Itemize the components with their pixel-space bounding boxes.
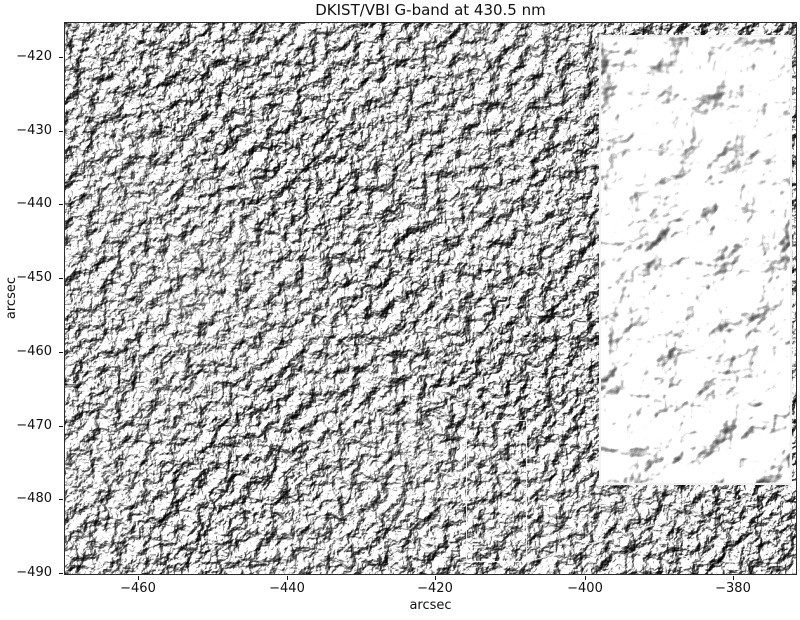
y-tick-mark [59,131,63,132]
plot-title: DKIST/VBI G-band at 430.5 nm [315,1,546,19]
x-tick-label: −380 [715,581,751,596]
y-tick-label: −440 [16,196,52,211]
zoom-inset-image [599,35,792,485]
x-tick-label: −420 [417,581,453,596]
y-tick-label: −480 [16,491,52,506]
y-tick-label: −430 [16,123,52,138]
main-plot-area [64,22,797,575]
x-tick-label: −400 [567,581,603,596]
x-axis-label: arcsec [409,598,452,613]
x-tick-label: −460 [120,581,156,596]
x-tick-mark [435,576,436,580]
y-tick-label: −450 [16,270,52,285]
y-axis-label: arcsec [4,277,19,320]
y-tick-mark [59,57,63,58]
y-tick-label: −460 [16,344,52,359]
y-tick-mark [59,499,63,500]
x-tick-mark [585,576,586,580]
y-tick-mark [59,352,63,353]
y-tick-mark [59,278,63,279]
y-tick-label: −490 [16,565,52,580]
y-tick-mark [59,426,63,427]
x-tick-mark [138,576,139,580]
y-tick-label: −470 [16,418,52,433]
zoom-region-outline [466,420,527,562]
y-tick-mark [59,573,63,574]
y-tick-label: −420 [16,49,52,64]
y-tick-mark [59,204,63,205]
x-tick-label: −440 [269,581,305,596]
x-tick-mark [733,576,734,580]
x-tick-mark [287,576,288,580]
